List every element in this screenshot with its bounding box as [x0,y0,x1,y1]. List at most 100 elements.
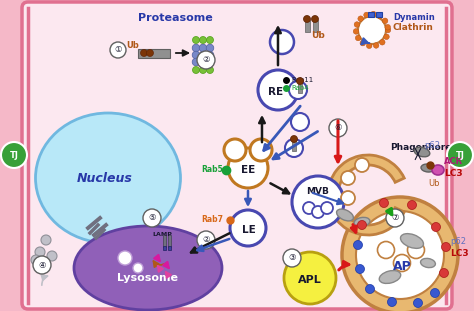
Circle shape [199,51,207,59]
Circle shape [296,77,303,85]
Circle shape [31,255,41,265]
Circle shape [383,18,388,24]
Text: Rab7: Rab7 [201,216,223,225]
Text: p62: p62 [424,141,440,150]
Circle shape [291,113,309,131]
Circle shape [413,299,422,308]
Text: ①: ① [114,45,122,54]
Text: LC3: LC3 [450,249,469,258]
Text: ②: ② [202,55,210,64]
Circle shape [354,22,360,27]
Circle shape [192,58,200,66]
Ellipse shape [379,271,401,283]
Circle shape [40,260,50,270]
Circle shape [228,148,268,188]
Circle shape [207,36,213,44]
Text: RE: RE [268,87,283,97]
Circle shape [192,51,200,59]
Bar [376,12,382,17]
Bar [163,246,166,250]
Circle shape [200,36,207,44]
Text: Clathrin: Clathrin [393,24,434,33]
Text: TJ: TJ [9,151,18,160]
Text: ⑤: ⑤ [148,213,156,222]
Circle shape [1,142,27,168]
FancyBboxPatch shape [0,0,28,311]
Circle shape [374,43,379,48]
Bar [305,20,310,32]
Circle shape [356,264,365,273]
Text: APL: APL [298,275,322,285]
Circle shape [118,251,132,265]
Circle shape [133,263,143,273]
Text: ⑥: ⑥ [334,123,342,132]
Ellipse shape [36,113,181,243]
Bar [163,235,166,247]
Circle shape [303,16,310,22]
Circle shape [41,235,51,245]
Circle shape [284,252,336,304]
Circle shape [291,136,298,142]
Circle shape [358,16,364,21]
Circle shape [431,222,440,231]
Ellipse shape [421,164,435,172]
Circle shape [364,12,369,18]
Circle shape [206,44,214,52]
Circle shape [192,44,200,52]
Circle shape [342,197,458,311]
Text: Proteasome: Proteasome [137,13,212,23]
Circle shape [355,158,369,172]
Circle shape [47,251,57,261]
Text: Lysosome: Lysosome [118,273,179,283]
Circle shape [377,242,394,258]
Bar [168,235,172,247]
Circle shape [360,40,365,46]
Ellipse shape [354,217,370,227]
Circle shape [380,198,389,207]
Circle shape [285,139,303,157]
Text: Ub: Ub [428,179,439,188]
Circle shape [146,49,154,57]
Circle shape [441,243,450,252]
Text: p62: p62 [450,238,466,247]
Circle shape [341,171,355,185]
Circle shape [385,27,391,33]
Circle shape [200,67,207,73]
Text: Ub: Ub [127,40,139,49]
Text: Nucleus: Nucleus [77,171,133,184]
Circle shape [270,30,294,54]
Circle shape [292,176,344,228]
Text: Ub: Ub [311,30,325,39]
Bar [298,81,302,93]
Circle shape [386,209,404,227]
Circle shape [312,206,324,218]
Text: ③: ③ [288,253,296,262]
Text: Rab5: Rab5 [201,165,223,174]
Circle shape [439,268,448,277]
Circle shape [356,35,361,41]
Circle shape [321,202,333,214]
Ellipse shape [74,226,222,310]
Circle shape [447,142,473,168]
Circle shape [140,49,147,57]
Circle shape [366,43,372,49]
Circle shape [143,209,161,227]
Circle shape [192,36,200,44]
Circle shape [207,67,213,73]
Text: TJ: TJ [456,151,465,160]
Circle shape [206,51,214,59]
Circle shape [383,34,389,39]
Circle shape [199,44,207,52]
Circle shape [311,16,319,22]
Text: LAMP: LAMP [152,231,172,236]
Text: ACR: ACR [444,157,463,166]
Text: LE: LE [242,225,256,235]
Circle shape [377,13,383,19]
Ellipse shape [414,147,430,157]
Text: LC3: LC3 [444,169,463,178]
Text: Rab11: Rab11 [291,77,313,83]
Circle shape [224,139,246,161]
Circle shape [192,67,200,73]
Circle shape [354,240,363,249]
Text: ⑦: ⑦ [391,213,399,222]
